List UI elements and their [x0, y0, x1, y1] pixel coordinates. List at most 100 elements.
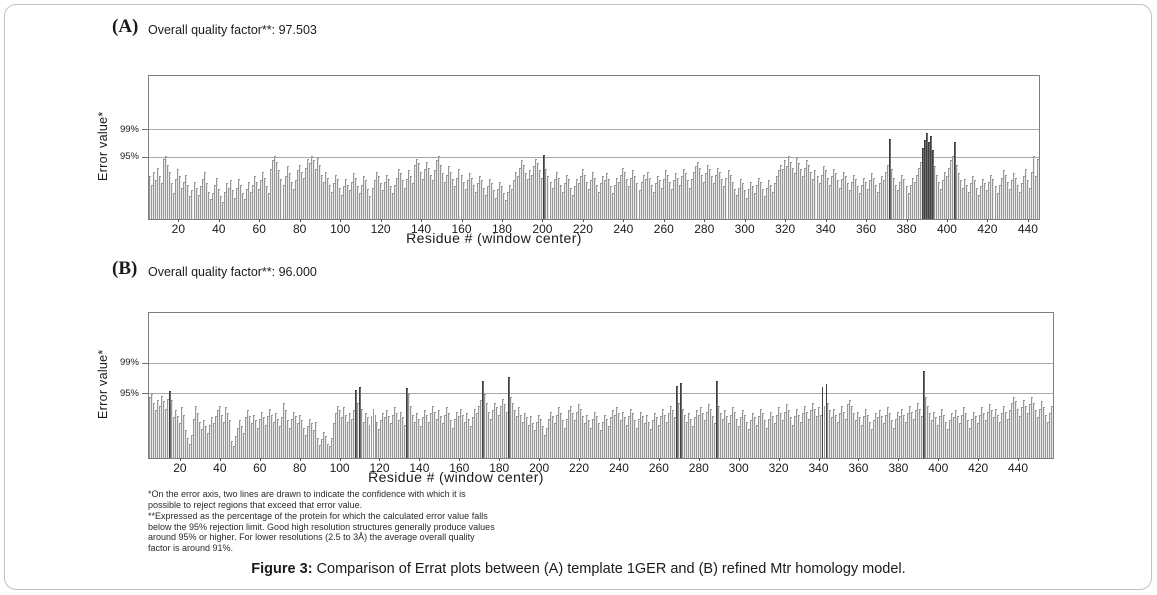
error-bar [226, 413, 229, 458]
x-tick-label: 420 [977, 222, 998, 236]
error-bar [749, 181, 752, 219]
error-bar [517, 176, 520, 219]
error-bar [699, 407, 702, 458]
error-bar [683, 168, 686, 219]
error-bar [286, 420, 289, 458]
error-bar [832, 168, 835, 219]
error-bar [364, 413, 367, 458]
error-bar [568, 410, 571, 458]
error-bar [286, 166, 289, 219]
error-bar [687, 180, 690, 219]
error-bar [446, 174, 449, 219]
error-bar [314, 168, 317, 219]
error-bar [500, 405, 503, 458]
error-bar [929, 413, 932, 458]
error-bar [965, 413, 968, 458]
error-bar [591, 171, 594, 219]
error-bar [333, 183, 336, 219]
error-bar [808, 164, 811, 219]
figure-caption-label: Figure 3: [251, 561, 313, 577]
error-bar [538, 414, 541, 458]
error-bar [294, 180, 297, 219]
error-bar [596, 184, 599, 219]
error-bar [579, 176, 582, 219]
error-bar [535, 158, 538, 219]
error-bar [792, 167, 795, 219]
error-bar [600, 430, 602, 458]
error-bar [370, 415, 373, 458]
x-tick [379, 458, 381, 461]
error-bar [402, 417, 405, 458]
error-bar [867, 414, 870, 458]
x-tick-label: 280 [688, 461, 709, 475]
error-bar [540, 418, 543, 458]
error-bar [791, 424, 794, 458]
error-bar [567, 178, 570, 219]
error-bar [158, 405, 161, 458]
error-bar [306, 426, 309, 458]
error-bar [266, 415, 269, 458]
error-bar [995, 408, 998, 458]
error-bar [389, 186, 392, 219]
error-bar [262, 417, 265, 458]
error-bar [651, 420, 654, 458]
x-tick-label: 80 [293, 222, 307, 236]
error-bar [167, 164, 170, 219]
x-tick-label: 380 [888, 461, 909, 475]
error-bar [629, 408, 632, 458]
error-bar [574, 420, 577, 458]
panel-b-label: (B) [112, 258, 138, 279]
error-bar [939, 188, 942, 219]
error-bar [428, 167, 431, 219]
error-bar [424, 410, 427, 458]
x-tick-label: 360 [856, 222, 877, 236]
error-bar [569, 187, 572, 219]
error-bar [166, 398, 169, 458]
error-bar [971, 418, 974, 458]
error-bar [498, 181, 501, 219]
error-bar [363, 176, 366, 219]
error-bar [539, 170, 542, 219]
error-bar [236, 427, 239, 458]
figure-caption-text: Comparison of Errat plots between (A) te… [312, 561, 906, 577]
error-bar [777, 407, 780, 458]
error-bar [446, 407, 449, 458]
error-bar [650, 184, 653, 219]
error-bar [608, 178, 611, 219]
error-bar [899, 415, 902, 458]
error-bar [157, 167, 160, 219]
error-bar [516, 415, 519, 458]
error-bar [1004, 174, 1007, 219]
error-bar [214, 415, 217, 458]
error-bar [314, 421, 317, 458]
error-bar [693, 171, 696, 219]
error-bar [775, 414, 778, 458]
error-bar [572, 413, 575, 458]
error-bar [216, 410, 219, 458]
error-bar [646, 171, 649, 219]
error-bar [1025, 405, 1028, 458]
error-bar-outlier [954, 141, 957, 219]
error-bar [179, 176, 182, 219]
error-bar [829, 410, 832, 458]
error-bar [705, 411, 708, 458]
error-bar [851, 405, 854, 458]
error-bar [623, 417, 626, 458]
error-bar [220, 414, 223, 458]
error-bar [955, 410, 958, 458]
error-bar [280, 178, 283, 219]
error-bar [411, 183, 414, 219]
error-bar [207, 191, 210, 219]
error-bar [365, 180, 368, 219]
x-tick [582, 219, 584, 222]
error-bar [1014, 177, 1017, 219]
error-bar [561, 191, 564, 219]
error-bar [518, 407, 521, 458]
error-bar [329, 184, 332, 219]
error-bar-outlier [543, 154, 546, 219]
error-bar [831, 417, 834, 458]
x-tick-label: 420 [968, 461, 989, 475]
error-bar [865, 408, 868, 458]
chart-a-y-axis-label: Error value* [96, 111, 110, 182]
error-bar [1037, 417, 1040, 458]
